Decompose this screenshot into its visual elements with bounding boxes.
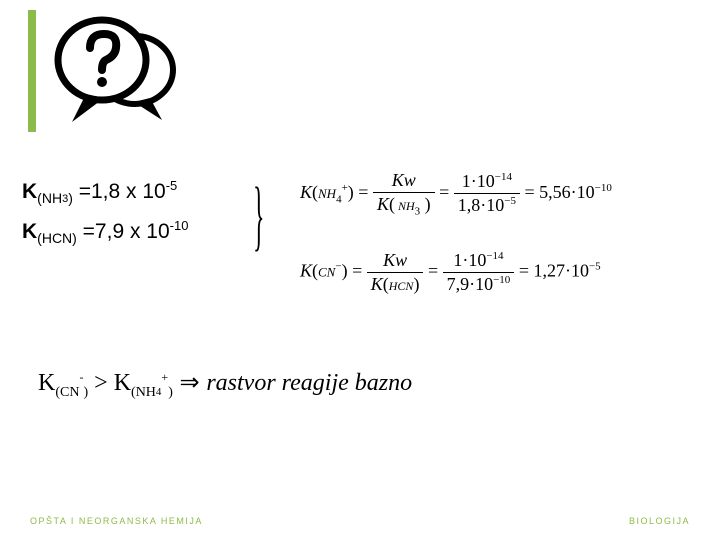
- formula-nh4: K(NH4+) = Kw K( NH3 ) = 1·10−14 1,8·10−5…: [300, 170, 612, 218]
- constants-block: K(NH3) =1,8 x 10-5 K(HCN) =7,9 x 10-10: [22, 178, 188, 258]
- constant-row-hcn: K(HCN) =7,9 x 10-10: [22, 218, 188, 246]
- footer-left: OPŠTA I NEORGANSKA HEMIJA: [30, 516, 203, 526]
- slide-footer: OPŠTA I NEORGANSKA HEMIJA BIOLOGIJA: [0, 516, 720, 526]
- question-speech-bubbles-icon: [50, 14, 180, 129]
- curly-brace-icon: }: [253, 170, 264, 260]
- conclusion-text: rastvor reagije bazno: [206, 370, 412, 396]
- footer-right: BIOLOGIJA: [629, 516, 690, 526]
- implies-arrow-icon: ⇒: [173, 369, 206, 396]
- constant-row-nh3: K(NH3) =1,8 x 10-5: [22, 178, 188, 206]
- k-symbol: K: [22, 220, 37, 243]
- k-symbol: K: [22, 180, 37, 203]
- formula-cn: K(CN−) = Kw K(HCN) = 1·10−14 7,9·10−10 =…: [300, 250, 601, 295]
- conclusion-line: K(CN-) > K(NH4+) ⇒ rastvor reagije bazno: [38, 368, 412, 401]
- slide-header: [28, 10, 180, 132]
- accent-bar: [28, 10, 36, 132]
